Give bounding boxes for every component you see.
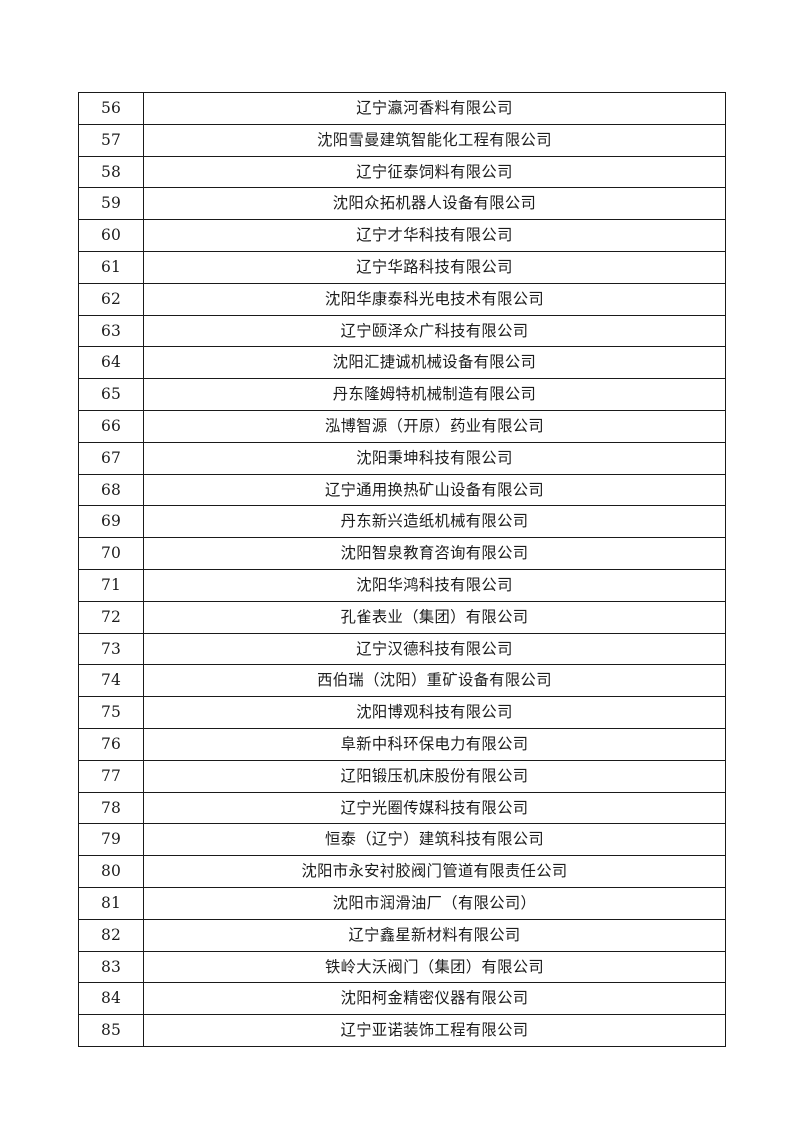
table-row: 62 沈阳华康泰科光电技术有限公司 [78, 282, 726, 316]
row-index-cell: 56 [78, 92, 144, 125]
table-row: 63 辽宁颐泽众广科技有限公司 [78, 314, 726, 348]
table-row: 74 西伯瑞（沈阳）重矿设备有限公司 [78, 664, 726, 698]
row-index-cell: 68 [78, 473, 144, 507]
table-row: 58 辽宁征泰饲料有限公司 [78, 155, 726, 189]
table-row: 79 恒泰（辽宁）建筑科技有限公司 [78, 823, 726, 857]
row-index-cell: 62 [78, 282, 144, 316]
table-row: 59 沈阳众拓机器人设备有限公司 [78, 187, 726, 221]
row-index-cell: 74 [78, 664, 144, 698]
row-index-cell: 59 [78, 187, 144, 221]
table-row: 69 丹东新兴造纸机械有限公司 [78, 505, 726, 539]
table-row: 76 阜新中科环保电力有限公司 [78, 727, 726, 761]
row-index-cell: 80 [78, 855, 144, 888]
row-index-cell: 77 [78, 759, 144, 793]
row-index-cell: 84 [78, 982, 144, 1016]
row-index-cell: 67 [78, 441, 144, 475]
row-index-cell: 85 [78, 1014, 144, 1047]
row-index-cell: 66 [78, 409, 144, 443]
company-name-cell: 辽宁才华科技有限公司 [143, 219, 726, 252]
company-name-cell: 辽宁征泰饲料有限公司 [143, 155, 726, 189]
table-row: 75 沈阳博观科技有限公司 [78, 696, 726, 729]
company-name-cell: 丹东隆姆特机械制造有限公司 [143, 378, 726, 411]
table-row: 56 辽宁瀛河香料有限公司 [78, 92, 726, 125]
company-name-cell: 孔雀表业（集团）有限公司 [143, 600, 726, 634]
table-row: 77 辽阳锻压机床股份有限公司 [78, 759, 726, 793]
company-name-cell: 丹东新兴造纸机械有限公司 [143, 505, 726, 539]
table-row: 84 沈阳柯金精密仪器有限公司 [78, 982, 726, 1016]
row-index-cell: 73 [78, 632, 144, 666]
row-index-cell: 60 [78, 219, 144, 252]
row-index-cell: 72 [78, 600, 144, 634]
table-row: 60 辽宁才华科技有限公司 [78, 219, 726, 252]
row-index-cell: 78 [78, 791, 144, 825]
table-row: 61 辽宁华路科技有限公司 [78, 250, 726, 284]
row-index-cell: 81 [78, 886, 144, 920]
table-body: 56 辽宁瀛河香料有限公司 57 沈阳雪曼建筑智能化工程有限公司 58 辽宁征泰饲料有限公… [78, 92, 726, 1047]
company-name-cell: 辽宁鑫星新材料有限公司 [143, 918, 726, 952]
company-name-cell: 泓博智源（开原）药业有限公司 [143, 409, 726, 443]
row-index-cell: 65 [78, 378, 144, 411]
company-name-cell: 辽宁华路科技有限公司 [143, 250, 726, 284]
company-name-cell: 辽宁瀛河香料有限公司 [143, 92, 726, 125]
table-row: 83 铁岭大沃阀门（集团）有限公司 [78, 950, 726, 984]
table-row: 82 辽宁鑫星新材料有限公司 [78, 918, 726, 952]
table-row: 73 辽宁汉德科技有限公司 [78, 632, 726, 666]
company-name-cell: 沈阳秉坤科技有限公司 [143, 441, 726, 475]
row-index-cell: 71 [78, 568, 144, 602]
company-name-cell: 沈阳博观科技有限公司 [143, 696, 726, 729]
table-row: 72 孔雀表业（集团）有限公司 [78, 600, 726, 634]
company-name-cell: 沈阳市润滑油厂（有限公司） [143, 886, 726, 920]
table-row: 85 辽宁亚诺装饰工程有限公司 [78, 1014, 726, 1047]
row-index-cell: 57 [78, 123, 144, 157]
row-index-cell: 58 [78, 155, 144, 189]
company-name-cell: 沈阳雪曼建筑智能化工程有限公司 [143, 123, 726, 157]
company-name-cell: 辽宁光圈传媒科技有限公司 [143, 791, 726, 825]
table-row: 81 沈阳市润滑油厂（有限公司） [78, 886, 726, 920]
company-name-cell: 辽宁亚诺装饰工程有限公司 [143, 1014, 726, 1047]
row-index-cell: 79 [78, 823, 144, 857]
row-index-cell: 64 [78, 346, 144, 380]
company-name-cell: 沈阳市永安衬胶阀门管道有限责任公司 [143, 855, 726, 888]
company-name-cell: 辽宁通用换热矿山设备有限公司 [143, 473, 726, 507]
company-name-cell: 沈阳众拓机器人设备有限公司 [143, 187, 726, 221]
company-name-cell: 辽阳锻压机床股份有限公司 [143, 759, 726, 793]
row-index-cell: 75 [78, 696, 144, 729]
table-row: 65 丹东隆姆特机械制造有限公司 [78, 378, 726, 411]
row-index-cell: 63 [78, 314, 144, 348]
table-row: 78 辽宁光圈传媒科技有限公司 [78, 791, 726, 825]
company-name-cell: 沈阳智泉教育咨询有限公司 [143, 537, 726, 570]
table-row: 70 沈阳智泉教育咨询有限公司 [78, 537, 726, 570]
row-index-cell: 82 [78, 918, 144, 952]
table-row: 80 沈阳市永安衬胶阀门管道有限责任公司 [78, 855, 726, 888]
company-name-cell: 恒泰（辽宁）建筑科技有限公司 [143, 823, 726, 857]
company-name-cell: 辽宁汉德科技有限公司 [143, 632, 726, 666]
table-row: 66 泓博智源（开原）药业有限公司 [78, 409, 726, 443]
row-index-cell: 76 [78, 727, 144, 761]
row-index-cell: 70 [78, 537, 144, 570]
table-row: 57 沈阳雪曼建筑智能化工程有限公司 [78, 123, 726, 157]
row-index-cell: 69 [78, 505, 144, 539]
company-name-cell: 铁岭大沃阀门（集团）有限公司 [143, 950, 726, 984]
table-row: 67 沈阳秉坤科技有限公司 [78, 441, 726, 475]
company-name-cell: 沈阳柯金精密仪器有限公司 [143, 982, 726, 1016]
row-index-cell: 61 [78, 250, 144, 284]
table-row: 68 辽宁通用换热矿山设备有限公司 [78, 473, 726, 507]
company-name-cell: 辽宁颐泽众广科技有限公司 [143, 314, 726, 348]
company-name-cell: 阜新中科环保电力有限公司 [143, 727, 726, 761]
row-index-cell: 83 [78, 950, 144, 984]
table-row: 71 沈阳华鸿科技有限公司 [78, 568, 726, 602]
company-name-cell: 沈阳华康泰科光电技术有限公司 [143, 282, 726, 316]
company-name-cell: 西伯瑞（沈阳）重矿设备有限公司 [143, 664, 726, 698]
company-name-cell: 沈阳华鸿科技有限公司 [143, 568, 726, 602]
company-name-cell: 沈阳汇捷诚机械设备有限公司 [143, 346, 726, 380]
table-row: 64 沈阳汇捷诚机械设备有限公司 [78, 346, 726, 380]
company-list-table: 56 辽宁瀛河香料有限公司 57 沈阳雪曼建筑智能化工程有限公司 58 辽宁征泰饲料有限公… [78, 92, 726, 1047]
company-list-table-container: 56 辽宁瀛河香料有限公司 57 沈阳雪曼建筑智能化工程有限公司 58 辽宁征泰饲料有限公… [78, 92, 726, 1047]
